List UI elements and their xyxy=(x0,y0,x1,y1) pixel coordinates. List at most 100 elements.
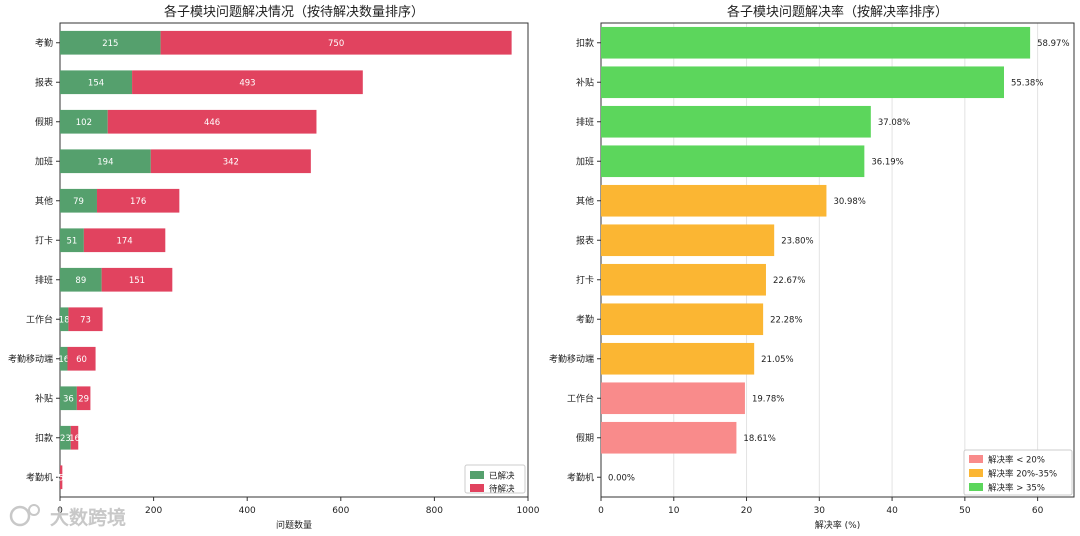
right-y-tick-label: 考勤机 xyxy=(567,471,594,483)
left-bar-pending xyxy=(60,465,63,490)
right-legend-label: 解决率 20%-35% xyxy=(988,469,1057,480)
right-bar xyxy=(601,421,737,454)
left-y-tick-label: 补贴 xyxy=(35,392,53,404)
left-bar-pending xyxy=(67,346,96,371)
left-bar-value-label: 89 xyxy=(75,276,86,286)
right-chart-title: 各子模块问题解决率（按解决率排序） xyxy=(727,4,948,20)
left-bar-value-label: 23 xyxy=(60,434,71,444)
left-legend-label: 已解决 xyxy=(489,471,515,482)
left-bar-value-label: 60 xyxy=(76,355,87,365)
left-bar-resolved xyxy=(60,307,69,332)
left-chart-title: 各子模块问题解决情况（按待解决数量排序） xyxy=(164,4,424,20)
right-bar xyxy=(601,184,827,217)
right-bar-value-label: 22.28% xyxy=(770,315,802,325)
left-bar-pending xyxy=(76,386,91,411)
right-bar xyxy=(601,26,1031,59)
right-x-tick-label: 10 xyxy=(668,506,680,516)
right-legend-box xyxy=(963,449,1073,496)
left-bar-value-label: 151 xyxy=(129,276,145,286)
right-bar-value-label: 58.97% xyxy=(1037,39,1069,49)
watermark-text: 大数跨境 xyxy=(50,506,126,529)
left-bar-value-label: 5 xyxy=(58,473,63,483)
right-bar xyxy=(601,263,766,296)
left-bar-pending xyxy=(70,425,79,450)
left-bar-resolved xyxy=(60,425,71,450)
left-y-tick-label: 其他 xyxy=(35,195,53,207)
left-plot-frame xyxy=(59,22,529,498)
left-legend-swatch xyxy=(470,484,484,492)
left-bar-pending xyxy=(68,307,103,332)
left-bar-resolved xyxy=(60,346,68,371)
right-bar xyxy=(601,105,871,138)
left-bar-value-label: 51 xyxy=(67,236,78,246)
left-bar-value-label: 342 xyxy=(223,157,239,167)
left-bar-resolved xyxy=(60,70,133,95)
left-x-tick-label: 600 xyxy=(332,506,349,516)
left-bar-value-label: 174 xyxy=(116,236,132,246)
left-bar-value-label: 215 xyxy=(102,39,118,49)
left-legend-label: 待解决 xyxy=(489,484,515,495)
right-bar xyxy=(601,66,1004,99)
right-legend-swatch xyxy=(969,469,983,477)
right-y-tick-label: 工作台 xyxy=(567,392,594,404)
left-bar-pending xyxy=(132,70,363,95)
right-y-tick-label: 报表 xyxy=(576,234,594,246)
right-chart: 各子模块问题解决率（按解决率排序） 解决率 (%) 0 10 20 30 40 50 60 扣款 5… xyxy=(549,4,1075,531)
left-y-tick-label: 考勤机 xyxy=(26,471,53,483)
right-bar-value-label: 36.19% xyxy=(871,157,903,167)
right-bar xyxy=(601,224,775,257)
left-bar-resolved xyxy=(60,109,108,134)
left-bar-pending xyxy=(101,267,173,292)
right-y-tick-label: 打卡 xyxy=(576,274,594,286)
right-y-tick-label: 考勤 xyxy=(576,313,594,325)
right-x-tick-label: 40 xyxy=(886,506,898,516)
left-bar-resolved xyxy=(60,30,161,55)
left-bar-pending xyxy=(83,228,166,253)
left-bar-value-label: 16 xyxy=(58,355,69,365)
right-bar xyxy=(601,342,755,375)
left-bar-value-label: 750 xyxy=(328,39,344,49)
left-bar-pending xyxy=(107,109,317,134)
left-y-tick-label: 假期 xyxy=(35,117,53,128)
left-bar-resolved xyxy=(60,228,84,253)
left-bar-value-label: 102 xyxy=(76,118,92,128)
left-y-tick-label: 工作台 xyxy=(26,313,53,325)
right-bar xyxy=(601,303,764,336)
left-bar-resolved xyxy=(60,386,77,411)
right-legend-label: 解决率 < 20% xyxy=(988,455,1045,466)
left-bar-pending xyxy=(150,149,311,174)
right-x-tick-label: 50 xyxy=(959,506,971,516)
left-y-tick-label: 打卡 xyxy=(35,234,53,246)
right-bar-value-label: 55.38% xyxy=(1011,78,1043,88)
left-y-tick-label: 加班 xyxy=(35,155,53,167)
left-legend-swatch xyxy=(470,471,484,479)
left-x-tick-label: 1000 xyxy=(517,506,540,516)
left-bar-value-label: 194 xyxy=(97,157,113,167)
left-bar-resolved xyxy=(60,149,151,174)
left-x-tick-label: 200 xyxy=(145,506,162,516)
left-x-tick-label: 800 xyxy=(426,506,443,516)
watermark: 大数跨境 xyxy=(9,504,126,529)
left-y-tick-label: 考勤移动端 xyxy=(8,353,53,365)
right-bar-value-label: 22.67% xyxy=(773,276,805,286)
left-bar-pending xyxy=(160,30,512,55)
watermark-logo-icon xyxy=(28,504,40,516)
left-x-tick-label: 400 xyxy=(239,506,256,516)
right-bar-value-label: 21.05% xyxy=(761,355,793,365)
right-y-tick-label: 扣款 xyxy=(576,37,594,49)
right-y-tick-label: 考勤移动端 xyxy=(549,353,594,365)
left-chart: 各子模块问题解决情况（按待解决数量排序） 问题数量 0 200 400 600 800 100… xyxy=(8,4,540,531)
right-bar-value-label: 23.80% xyxy=(781,236,813,246)
right-y-tick-label: 补贴 xyxy=(576,76,594,88)
right-legend-swatch xyxy=(969,483,983,491)
right-plot-frame xyxy=(600,22,1075,498)
right-y-tick-label: 其他 xyxy=(576,195,594,207)
right-x-tick-label: 0 xyxy=(598,506,604,516)
right-bar-value-label: 19.78% xyxy=(752,394,784,404)
right-y-tick-label: 排班 xyxy=(576,116,594,128)
left-x-tick-label: 0 xyxy=(57,506,63,516)
left-bar-value-label: 154 xyxy=(88,78,104,88)
left-y-tick-label: 排班 xyxy=(35,274,53,286)
left-y-tick-label: 扣款 xyxy=(35,432,53,444)
